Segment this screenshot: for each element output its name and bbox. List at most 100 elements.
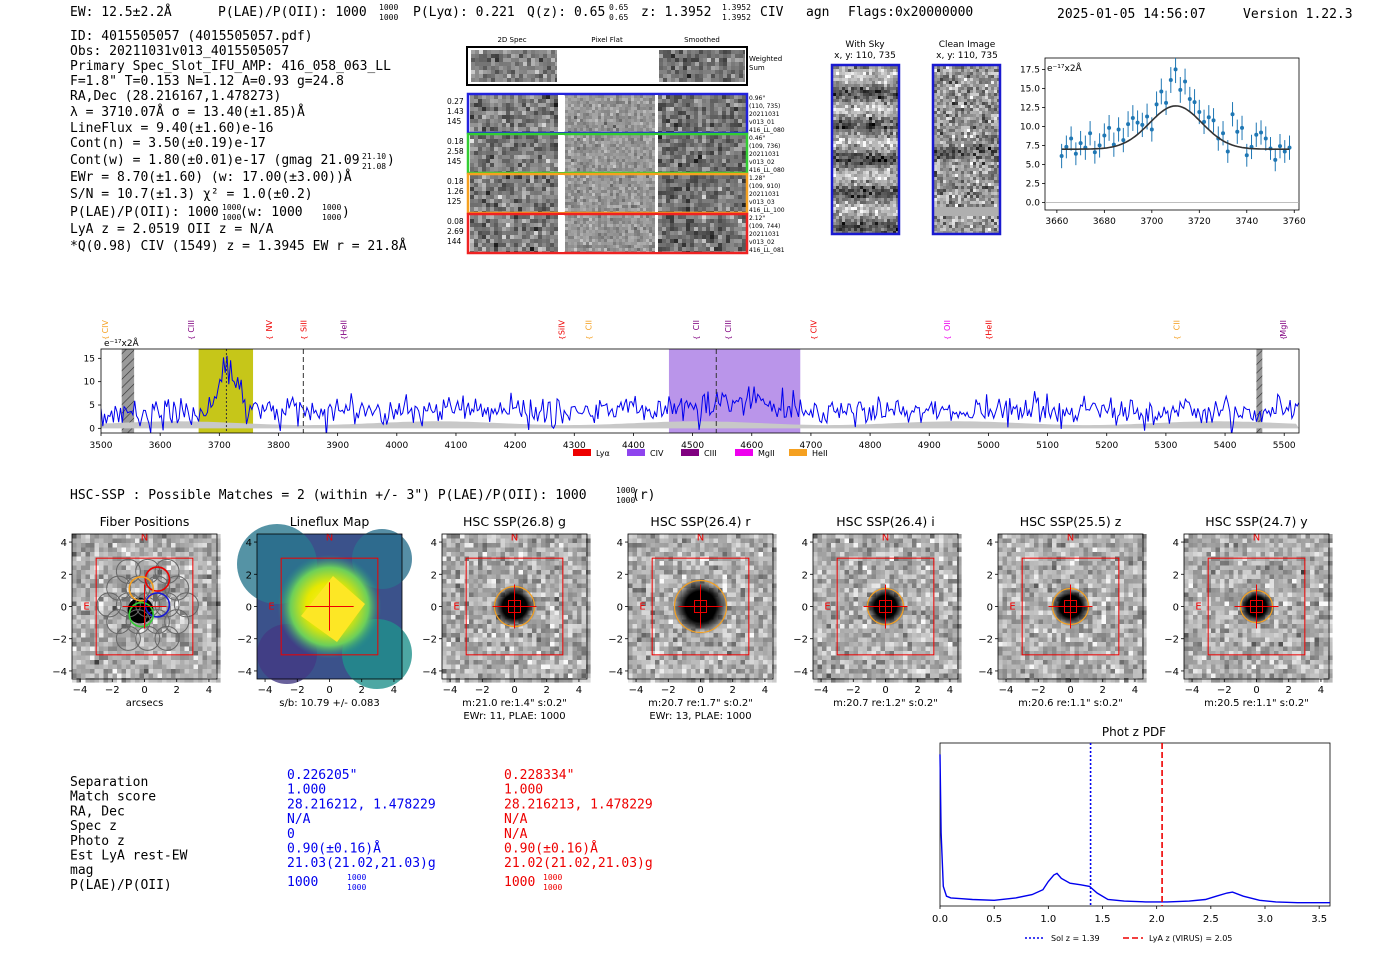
fiber-flat-noise	[643, 236, 646, 239]
fiber-smooth-noise	[722, 139, 726, 143]
with-sky-pixel	[878, 81, 881, 84]
weighted-sum-smooth-noise	[695, 70, 699, 74]
with-sky-pixel	[896, 189, 899, 192]
fiber-flat-noise	[643, 251, 646, 252]
with-sky-pixel	[857, 189, 860, 192]
fiber-flat-noise	[625, 162, 628, 165]
fiber-2d-noise	[554, 203, 558, 207]
with-sky-pixel	[869, 219, 872, 222]
fiber-smooth-noise	[722, 243, 726, 247]
with-sky-pixel	[866, 144, 869, 147]
fiber-smooth-noise	[734, 119, 738, 123]
fiber-flat-noise	[613, 113, 616, 116]
with-sky-pixel	[848, 99, 851, 102]
with-sky-pixel	[851, 141, 854, 144]
fiber-flat-noise	[565, 187, 568, 190]
fiber-smooth-noise	[694, 99, 698, 103]
fiber-flat-noise	[640, 110, 643, 113]
with-sky-pixel	[890, 168, 893, 171]
with-sky-pixel	[890, 147, 893, 150]
fiber-flat-noise	[589, 230, 592, 233]
fiber-2d-noise	[474, 147, 478, 151]
with-sky-pixel	[863, 96, 866, 99]
fiber-flat-noise	[568, 159, 571, 162]
fiber-2d-noise	[470, 95, 474, 99]
fiber-flat-noise	[643, 230, 646, 233]
weighted-sum-noise	[499, 70, 503, 74]
fiber-smooth-noise	[706, 207, 710, 211]
fiber-smooth-noise	[734, 207, 738, 211]
with-sky-pixel	[869, 228, 872, 231]
fiber-2d-noise	[482, 191, 486, 195]
with-sky-pixel	[878, 69, 881, 72]
with-sky-pixel	[851, 96, 854, 99]
fiber-flat-noise	[622, 95, 625, 98]
with-sky-pixel	[848, 165, 851, 168]
fiber-flat-noise	[565, 122, 568, 125]
fiber-2d-noise	[486, 163, 490, 167]
fiber-flat-noise	[580, 165, 583, 168]
fiber-flat-noise	[649, 215, 652, 218]
with-sky-pixel	[896, 96, 899, 99]
fiber-2d-noise	[550, 211, 554, 212]
fiber-smooth-noise	[730, 195, 734, 199]
fiber-smooth-noise	[734, 131, 738, 132]
fiber-smooth-noise	[686, 171, 690, 172]
fiber-flat-noise	[595, 98, 598, 101]
fiber-flat-noise	[598, 202, 601, 205]
fiber-flat-noise	[571, 184, 574, 187]
with-sky-pixel	[896, 186, 899, 189]
fiber-2d-noise	[510, 187, 514, 191]
fiber-flat-noise	[622, 116, 625, 119]
fiber-flat-noise	[616, 101, 619, 104]
fiber-2d-noise	[490, 147, 494, 151]
with-sky-pixel	[866, 72, 869, 75]
with-sky-pixel	[875, 228, 878, 231]
with-sky-pixel	[869, 96, 872, 99]
fiber-flat-noise	[601, 131, 604, 132]
weighted-sum-smooth-noise	[679, 70, 683, 74]
fiber-flat-noise	[634, 199, 637, 202]
fiber-smooth-noise	[694, 171, 698, 172]
fiber-flat-noise	[595, 208, 598, 211]
fiber-2d-noise	[514, 191, 518, 195]
fiber-smooth-noise	[706, 135, 710, 139]
info-fit-params: F=1.8" T=0.153 N=1.12 A=0.93 g=24.8	[70, 74, 344, 89]
fiber-2d-noise	[530, 239, 534, 243]
fiber-2d-noise	[510, 223, 514, 227]
with-sky-pixel	[848, 72, 851, 75]
fiber-flat-noise	[634, 178, 637, 181]
fiber-flat-noise	[586, 131, 589, 132]
with-sky-pixel	[845, 120, 848, 123]
fiber-flat-noise	[568, 227, 571, 230]
fiber-flat-noise	[580, 208, 583, 211]
fiber-2d-noise	[474, 227, 478, 231]
fiber-flat-noise	[622, 181, 625, 184]
fiber-smooth-noise	[702, 231, 706, 235]
fiber-2d-noise	[498, 207, 502, 211]
with-sky-pixel	[878, 162, 881, 165]
fiber-2d-noise	[542, 231, 546, 235]
fiber-smooth-noise	[662, 107, 666, 111]
with-sky-pixel	[881, 105, 884, 108]
fiber-flat-noise	[613, 251, 616, 252]
with-sky-pixel	[884, 171, 887, 174]
fiber-row-gap	[655, 95, 658, 132]
fiber-smooth-noise	[730, 147, 734, 151]
fiber-smooth-noise	[702, 163, 706, 167]
fiber-flat-noise	[616, 181, 619, 184]
fiber-flat-noise	[622, 193, 625, 196]
with-sky-pixel	[836, 102, 839, 105]
weighted-sum-noise	[475, 78, 479, 82]
fiber-flat-noise	[628, 122, 631, 125]
fiber-flat-noise	[616, 202, 619, 205]
fiber-2d-noise	[514, 99, 518, 103]
fiber-2d-noise	[514, 107, 518, 111]
with-sky-pixel	[893, 180, 896, 183]
with-sky-pixel	[896, 93, 899, 96]
fiber-2d-noise	[522, 179, 526, 183]
with-sky-pixel	[863, 126, 866, 129]
weighted-sum-smooth-noise	[731, 58, 735, 62]
with-sky-pixel	[851, 147, 854, 150]
fiber-smooth-noise	[678, 135, 682, 139]
